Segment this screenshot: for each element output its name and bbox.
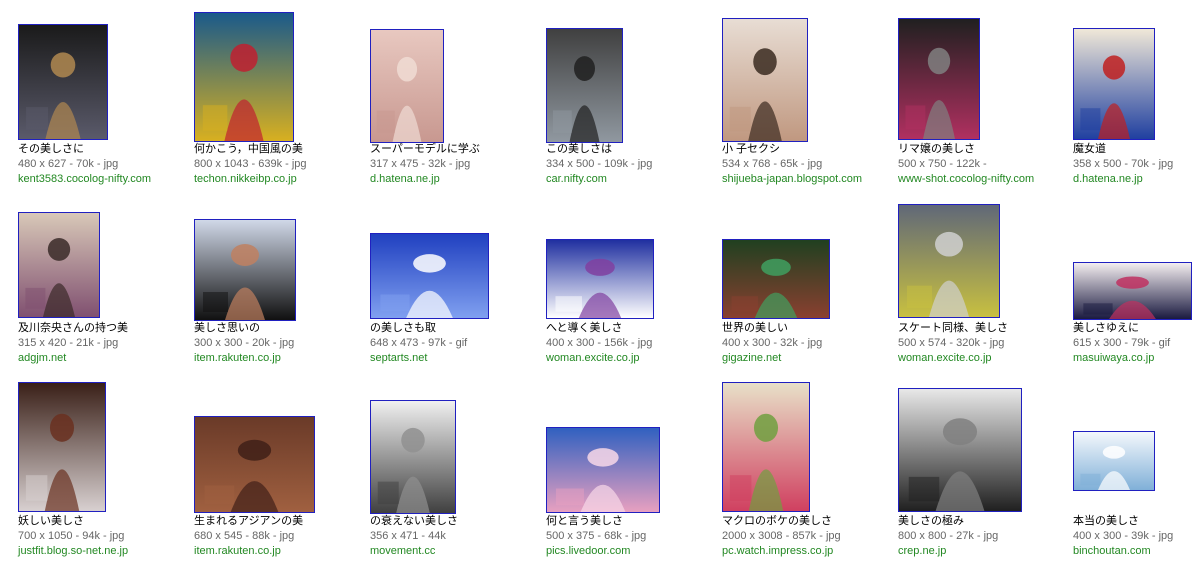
result-site-link[interactable]: shijueba-japan.blogspot.com bbox=[722, 173, 863, 185]
result-title[interactable]: 小 子セクシ bbox=[722, 143, 781, 155]
result-site-link[interactable]: www-shot.cocolog-nifty.com bbox=[898, 173, 1035, 185]
result-title[interactable]: の衰えない美しさ bbox=[370, 515, 458, 527]
result-site-link[interactable]: adgjm.net bbox=[18, 352, 67, 364]
result-site-link[interactable]: masuiwaya.co.jp bbox=[1073, 352, 1155, 364]
result-title[interactable]: 美しさの極み bbox=[898, 515, 964, 527]
result-site-link[interactable]: techon.nikkeibp.co.jp bbox=[194, 173, 297, 185]
result-meta: 400 x 300 - 32k - jpg bbox=[722, 337, 823, 349]
result-title[interactable]: 世界の美しい bbox=[722, 322, 788, 334]
result-meta: 300 x 300 - 20k - jpg bbox=[194, 337, 295, 349]
result-meta: 358 x 500 - 70k - jpg bbox=[1073, 158, 1174, 170]
result-title[interactable]: スケート同様、美しさ bbox=[898, 322, 1008, 334]
mascara-ad-image[interactable] bbox=[194, 219, 296, 321]
result-title[interactable]: 本当の美しさ bbox=[1073, 515, 1139, 527]
result-site-link[interactable]: septarts.net bbox=[370, 352, 428, 364]
water-splash-image[interactable] bbox=[1073, 431, 1155, 491]
result-meta: 400 x 300 - 156k - jpg bbox=[546, 337, 653, 349]
result-title[interactable]: スーパーモデルに学ぶ bbox=[370, 143, 480, 155]
woman-portrait-image[interactable] bbox=[722, 18, 808, 142]
result-title[interactable]: の美しさも取 bbox=[370, 322, 436, 334]
result-meta: 500 x 375 - 68k - jpg bbox=[546, 530, 647, 542]
result-meta: 680 x 545 - 88k - jpg bbox=[194, 530, 295, 542]
wing-image[interactable] bbox=[898, 388, 1022, 512]
result-site-link[interactable]: item.rakuten.co.jp bbox=[194, 352, 281, 364]
result-site-link[interactable]: crep.ne.jp bbox=[898, 545, 947, 557]
result-site-link[interactable]: kent3583.cocolog-nifty.com bbox=[18, 173, 152, 185]
result-meta: 315 x 420 - 21k - jpg bbox=[18, 337, 119, 349]
bamboo-blind-image[interactable] bbox=[194, 416, 315, 513]
woman-doorway-image[interactable] bbox=[18, 382, 106, 512]
result-title[interactable]: 何かこう，中国風の美 bbox=[194, 143, 303, 155]
result-meta: 500 x 574 - 320k - jpg bbox=[898, 337, 1005, 349]
result-site-link[interactable]: justfit.blog.so-net.ne.jp bbox=[18, 545, 129, 557]
figurine-image[interactable] bbox=[18, 24, 108, 140]
result-meta: 800 x 1043 - 639k - jpg bbox=[194, 158, 307, 170]
result-meta: 700 x 1050 - 94k - jpg bbox=[18, 530, 125, 542]
result-title[interactable]: この美しさは bbox=[546, 143, 612, 155]
result-meta: 800 x 800 - 27k - jpg bbox=[898, 530, 999, 542]
result-title[interactable]: 生まれるアジアンの美 bbox=[194, 515, 304, 527]
result-site-link[interactable]: item.rakuten.co.jp bbox=[194, 545, 281, 557]
flower-vase-image[interactable] bbox=[722, 382, 810, 512]
gymnastics-team-image[interactable] bbox=[898, 204, 1000, 318]
result-site-link[interactable]: woman.excite.co.jp bbox=[898, 352, 992, 364]
result-title[interactable]: 何と言う美しさ bbox=[546, 515, 623, 527]
japanese-title-image[interactable] bbox=[1073, 262, 1192, 320]
result-meta: 400 x 300 - 39k - jpg bbox=[1073, 530, 1174, 542]
result-site-link[interactable]: binchoutan.com bbox=[1073, 545, 1151, 557]
result-site-link[interactable]: pics.livedoor.com bbox=[546, 545, 631, 557]
result-title[interactable]: へと導く美しさ bbox=[546, 322, 623, 334]
result-meta: 334 x 500 - 109k - jpg bbox=[546, 158, 653, 170]
result-meta: 534 x 768 - 65k - jpg bbox=[722, 158, 823, 170]
woman-car-image[interactable] bbox=[546, 28, 623, 143]
gymnasts-pola-image[interactable] bbox=[546, 239, 654, 319]
result-site-link[interactable]: car.nifty.com bbox=[546, 173, 607, 185]
cherry-blossom-image[interactable] bbox=[546, 427, 660, 513]
result-meta: 2000 x 3008 - 857k - jpg bbox=[722, 530, 841, 542]
result-meta: 356 x 471 - 44k bbox=[370, 530, 446, 542]
woman-lingerie-image[interactable] bbox=[18, 212, 100, 318]
anime-cover-image[interactable] bbox=[1073, 28, 1155, 140]
result-title[interactable]: 妖しい美しさ bbox=[18, 515, 84, 527]
result-title[interactable]: マクロのボケの美しさ bbox=[722, 515, 832, 527]
sculpture-image[interactable] bbox=[370, 400, 456, 514]
forest-image[interactable] bbox=[722, 239, 830, 319]
result-site-link[interactable]: d.hatena.ne.jp bbox=[370, 173, 440, 185]
result-site-link[interactable]: movement.cc bbox=[370, 545, 436, 557]
result-title[interactable]: 魔女道 bbox=[1073, 143, 1106, 155]
result-title[interactable]: 及川奈央さんの持つ美 bbox=[18, 322, 128, 334]
result-meta: 500 x 750 - 122k - bbox=[898, 158, 987, 170]
result-site-link[interactable]: gigazine.net bbox=[722, 352, 782, 364]
stage-performer-image[interactable] bbox=[898, 18, 980, 140]
result-title[interactable]: 美しさゆえに bbox=[1073, 322, 1139, 334]
result-site-link[interactable]: woman.excite.co.jp bbox=[546, 352, 640, 364]
woman-yellow-dress-image[interactable] bbox=[194, 12, 294, 142]
book-cover-image[interactable] bbox=[370, 29, 444, 143]
result-meta: 480 x 627 - 70k - jpg bbox=[18, 158, 119, 170]
result-title[interactable]: リマ嬢の美しさ bbox=[898, 143, 975, 155]
space-angel-image[interactable] bbox=[370, 233, 489, 319]
result-site-link[interactable]: d.hatena.ne.jp bbox=[1073, 173, 1143, 185]
result-title[interactable]: その美しさに bbox=[18, 143, 84, 155]
result-title[interactable]: 美しさ思いの bbox=[194, 322, 260, 334]
result-meta: 317 x 475 - 32k - jpg bbox=[370, 158, 471, 170]
result-site-link[interactable]: pc.watch.impress.co.jp bbox=[722, 545, 834, 557]
result-meta: 648 x 473 - 97k - gif bbox=[370, 337, 468, 349]
result-meta: 615 x 300 - 79k - gif bbox=[1073, 337, 1171, 349]
